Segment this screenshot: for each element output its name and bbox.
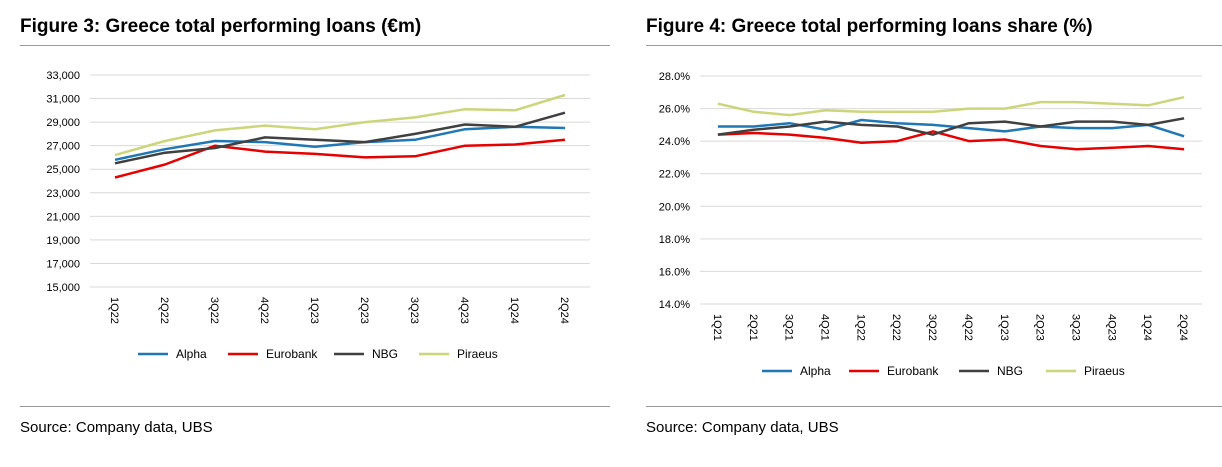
y-tick-label: 33,000 xyxy=(46,70,80,82)
series-line-alpha xyxy=(717,118,1185,138)
legend-label: NBG xyxy=(372,347,398,361)
y-tick-label: 22.0% xyxy=(659,169,690,181)
figure-4-line-chart: 14.0% 16.0% 18.0% 20.0% 22.0% 24.0% 26.0% 28.0%… xyxy=(659,71,1202,378)
legend-label: Eurobank xyxy=(266,347,318,361)
x-tick-label: 1Q22 xyxy=(854,314,866,341)
figure-4-panel: Figure 4: Greece total performing loans … xyxy=(622,0,1222,467)
x-tick-label: 4Q23 xyxy=(458,297,470,324)
figure-3-panel: Figure 3: Greece total performing loans … xyxy=(20,16,610,436)
legend-label: NBG xyxy=(997,364,1023,378)
y-tick-label: 29,000 xyxy=(46,117,80,129)
y-tick-label: 17,000 xyxy=(46,258,80,270)
x-tick-label: 3Q22 xyxy=(208,297,220,324)
x-tick-label: 4Q21 xyxy=(819,314,831,341)
y-tick-label: 14.0% xyxy=(659,299,690,311)
figure-3-top-rule xyxy=(20,45,610,46)
legend-label: Alpha xyxy=(176,347,207,361)
legend-label: Eurobank xyxy=(887,364,939,378)
figure-4-source: Source: Company data, UBS xyxy=(646,419,839,436)
y-tick-label: 25,000 xyxy=(46,164,80,176)
series-line-nbg xyxy=(717,117,1185,136)
x-tick-label: 3Q21 xyxy=(783,314,795,341)
x-tick-label: 4Q22 xyxy=(258,297,270,324)
y-tick-label: 27,000 xyxy=(46,141,80,153)
x-tick-label: 4Q22 xyxy=(962,314,974,341)
y-tick-label: 28.0% xyxy=(659,71,690,83)
series-line-alpha xyxy=(114,125,566,162)
x-tick-label: 1Q24 xyxy=(1141,314,1153,341)
figure-4-bottom-rule xyxy=(646,406,1222,407)
y-tick-label: 31,000 xyxy=(46,94,80,106)
series-line-nbg xyxy=(114,111,566,165)
figure-3-line-chart: 15,000 17,000 19,000 21,000 23,000 25,000 27,0… xyxy=(46,70,590,361)
y-tick-label: 26.0% xyxy=(659,104,690,116)
y-tick-label: 16.0% xyxy=(659,266,690,278)
figure-4-top-rule xyxy=(646,45,1222,46)
legend-label: Alpha xyxy=(800,364,831,378)
y-tick-label: 21,000 xyxy=(46,211,80,223)
x-tick-label: 2Q22 xyxy=(158,297,170,324)
x-tick-label: 2Q24 xyxy=(1177,314,1189,341)
x-tick-label: 2Q23 xyxy=(358,297,370,324)
x-tick-label: 1Q23 xyxy=(308,297,320,324)
series-line-piraeus xyxy=(114,93,566,157)
y-tick-label: 15,000 xyxy=(46,282,80,294)
x-tick-label: 4Q23 xyxy=(1105,314,1117,341)
x-tick-label: 1Q24 xyxy=(508,297,520,324)
x-tick-label: 2Q24 xyxy=(558,297,570,324)
figure-4-title: Figure 4: Greece total performing loans … xyxy=(646,16,1093,37)
x-tick-label: 1Q21 xyxy=(711,314,723,341)
x-tick-label: 2Q22 xyxy=(890,314,902,341)
series-line-eurobank xyxy=(717,130,1185,151)
y-tick-label: 19,000 xyxy=(46,235,80,247)
y-tick-label: 20.0% xyxy=(659,201,690,213)
figure-3-source: Source: Company data, UBS xyxy=(20,419,213,436)
y-tick-label: 24.0% xyxy=(659,136,690,148)
figure-3-title: Figure 3: Greece total performing loans … xyxy=(20,16,422,37)
x-tick-label: 3Q22 xyxy=(926,314,938,341)
x-tick-label: 2Q21 xyxy=(747,314,759,341)
x-tick-label: 1Q22 xyxy=(108,297,120,324)
figure-3-bottom-rule xyxy=(20,406,610,407)
y-tick-label: 23,000 xyxy=(46,188,80,200)
x-tick-label: 3Q23 xyxy=(408,297,420,324)
legend-label: Piraeus xyxy=(1084,364,1125,378)
x-tick-label: 2Q23 xyxy=(1034,314,1046,341)
y-tick-label: 18.0% xyxy=(659,234,690,246)
x-tick-label: 3Q23 xyxy=(1070,314,1082,341)
legend-label: Piraeus xyxy=(457,347,498,361)
x-tick-label: 1Q23 xyxy=(998,314,1010,341)
series-line-piraeus xyxy=(717,95,1185,117)
series-line-eurobank xyxy=(114,138,566,179)
